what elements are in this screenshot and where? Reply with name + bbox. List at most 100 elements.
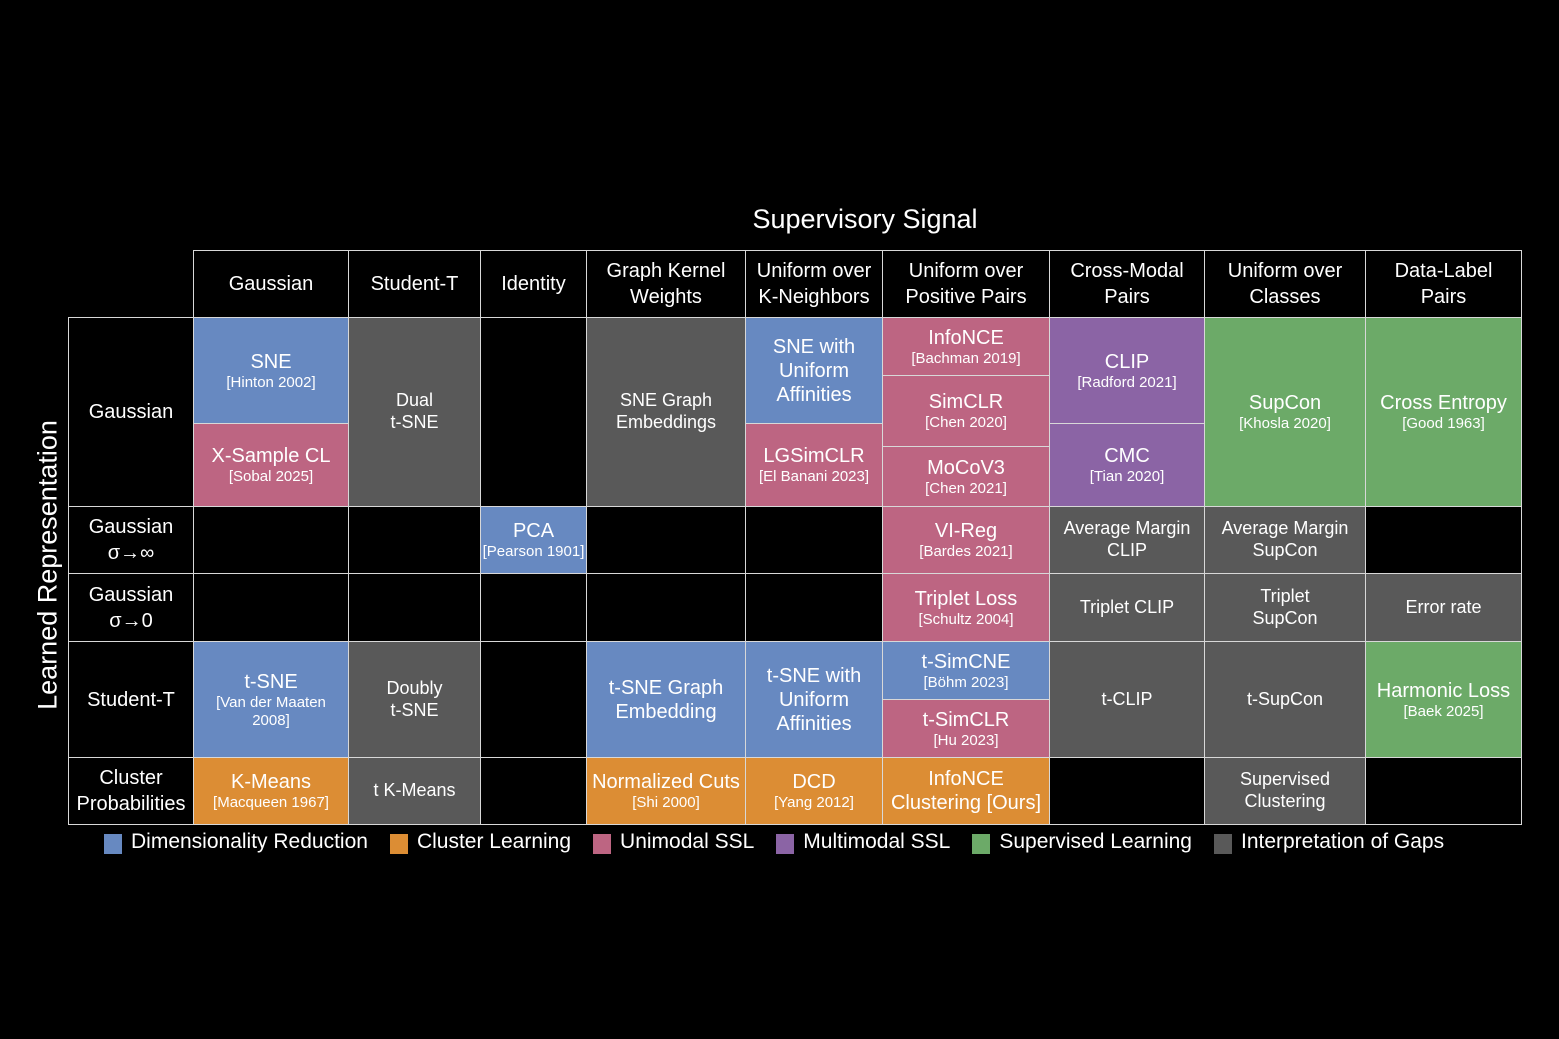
legend-swatch	[104, 834, 122, 854]
cell-citation: [Van der Maaten 2008]	[216, 693, 326, 729]
cell-empty	[480, 641, 587, 758]
row-header-label: Student-T	[87, 688, 175, 711]
y-axis-label: Learned Representation	[32, 420, 63, 710]
cell-empty	[745, 573, 883, 642]
cell-empty	[1365, 506, 1522, 574]
column-header-label: Identity	[501, 273, 566, 295]
legend-item: Cluster Learning	[389, 830, 572, 854]
cell-title: SimCLR	[928, 391, 1004, 413]
cell-title: t-SNE	[244, 670, 298, 693]
cell-title: K-Means	[230, 771, 312, 793]
cell-unimodal-ssl: InfoNCE [Bachman 2019]	[882, 317, 1050, 376]
cell-dimensionality-reduction: t-SimCNE [Böhm 2023]	[882, 641, 1050, 700]
cell-title: MoCoV3	[927, 456, 1005, 479]
cell-citation: [Schultz 2004]	[918, 610, 1014, 628]
cell-title: Error rate	[1405, 596, 1482, 617]
cell-dimensionality-reduction: t-SNE [Van der Maaten 2008]	[193, 641, 349, 758]
column-header-label: Data-Label Pairs	[1394, 260, 1493, 308]
cell-citation: [Macqueen 1967]	[213, 794, 329, 811]
cell-dimensionality-reduction: SNE [Hinton 2002]	[193, 317, 349, 424]
cell-title: SNE	[250, 350, 292, 373]
cell-interpretation-of-gaps: t-CLIP	[1049, 641, 1205, 758]
cell-citation: [Hinton 2002]	[226, 373, 316, 391]
cell-unimodal-ssl: SimCLR [Chen 2020]	[882, 375, 1050, 447]
cell-cluster-learning: DCD [Yang 2012]	[745, 757, 883, 825]
row-header: Gaussian σ→0	[68, 573, 194, 642]
cell-interpretation-of-gaps: SNE Graph Embeddings	[586, 317, 746, 507]
cell-dimensionality-reduction: t-SNE with Uniform Affinities	[745, 641, 883, 758]
legend-swatch	[593, 834, 612, 854]
cell-title: t-SNE Graph Embedding	[608, 676, 724, 723]
cell-interpretation-of-gaps: Average Margin CLIP	[1049, 506, 1205, 574]
cell-empty	[1049, 757, 1205, 825]
cell-title: SNE with Uniform Affinities	[772, 335, 856, 406]
cell-citation: [Khosla 2020]	[1239, 415, 1331, 432]
column-header-label: Student-T	[370, 273, 459, 295]
cell-empty	[348, 506, 481, 574]
cell-unimodal-ssl: X-Sample CL [Sobal 2025]	[193, 423, 349, 507]
cell-title: Harmonic Loss	[1376, 679, 1511, 702]
cell-title: SupCon	[1248, 392, 1322, 414]
column-header-label: Gaussian	[228, 273, 314, 295]
legend-item: Multimodal SSL	[776, 830, 950, 854]
cell-title: Triplet SupCon	[1252, 585, 1318, 628]
legend-swatch	[1213, 834, 1232, 854]
cell-title: VI-Reg	[934, 520, 998, 542]
cell-citation: [Chen 2020]	[925, 414, 1007, 431]
cell-citation: [Böhm 2023]	[923, 673, 1009, 691]
row-header: Student-T	[68, 641, 194, 758]
cell-title: Normalized Cuts	[592, 771, 740, 793]
cell-empty	[745, 506, 883, 574]
cell-title: LGSimCLR	[763, 445, 865, 467]
column-header: Uniform over Classes	[1204, 250, 1366, 318]
cell-unimodal-ssl: MoCoV3 [Chen 2021]	[882, 446, 1050, 507]
cell-citation: [El Banani 2023]	[758, 468, 870, 485]
cell-citation: [Bardes 2021]	[919, 543, 1013, 560]
cell-title: t-SimCNE	[921, 650, 1011, 673]
cell-citation: [Baek 2025]	[1403, 702, 1484, 720]
row-header-label: Gaussian σ→0	[88, 583, 174, 632]
cell-citation: [Sobal 2025]	[228, 468, 314, 485]
cell-empty	[193, 573, 349, 642]
cell-title: t K-Means	[373, 780, 456, 801]
column-header-label: Uniform over K-Neighbors	[756, 260, 872, 308]
cell-title: Triplet CLIP	[1079, 596, 1175, 617]
column-header-label: Cross-Modal Pairs	[1070, 260, 1184, 308]
row-header-label: Cluster Probabilities	[76, 767, 186, 815]
cell-citation: [Pearson 1901]	[482, 543, 585, 560]
cell-title: DCD	[792, 771, 836, 793]
column-header: Identity	[480, 250, 587, 318]
cell-citation: [Bachman 2019]	[911, 349, 1021, 367]
cell-multimodal-ssl: CMC [Tian 2020]	[1049, 423, 1205, 507]
cell-unimodal-ssl: VI-Reg [Bardes 2021]	[882, 506, 1050, 574]
cell-unimodal-ssl: t-SimCLR [Hu 2023]	[882, 699, 1050, 758]
cell-title: Dual t-SNE	[390, 390, 439, 432]
column-header-label: Uniform over Positive Pairs	[905, 260, 1027, 308]
cell-title: PCA	[512, 520, 555, 542]
cell-empty	[586, 506, 746, 574]
cell-multimodal-ssl: CLIP [Radford 2021]	[1049, 317, 1205, 424]
legend-label: Cluster Learning	[416, 830, 572, 853]
cell-dimensionality-reduction: SNE with Uniform Affinities	[745, 317, 883, 424]
cell-title: t-SimCLR	[922, 708, 1010, 731]
legend-label: Unimodal SSL	[620, 830, 755, 853]
cell-title: Average Margin SupCon	[1221, 518, 1349, 560]
cell-title: X-Sample CL	[211, 445, 331, 467]
column-header-label: Graph Kernel Weights	[606, 260, 726, 308]
cell-empty	[480, 757, 587, 825]
cell-empty	[348, 573, 481, 642]
column-header: Gaussian	[193, 250, 349, 318]
cell-citation: [Chen 2021]	[925, 479, 1007, 497]
cell-citation: [Radford 2021]	[1077, 373, 1177, 391]
cell-empty	[586, 573, 746, 642]
cell-interpretation-of-gaps: Error rate	[1365, 573, 1522, 642]
cell-title: InfoNCE	[928, 326, 1004, 349]
row-header-label: Gaussian	[88, 401, 174, 423]
cell-title: t-SupCon	[1246, 688, 1324, 709]
cell-title: SNE Graph Embeddings	[615, 390, 717, 432]
cell-interpretation-of-gaps: Triplet CLIP	[1049, 573, 1205, 642]
legend-swatch	[389, 834, 408, 854]
legend-label: Dimensionality Reduction	[131, 830, 368, 853]
cell-interpretation-of-gaps: Supervised Clustering	[1204, 757, 1366, 825]
cell-unimodal-ssl: LGSimCLR [El Banani 2023]	[745, 423, 883, 507]
